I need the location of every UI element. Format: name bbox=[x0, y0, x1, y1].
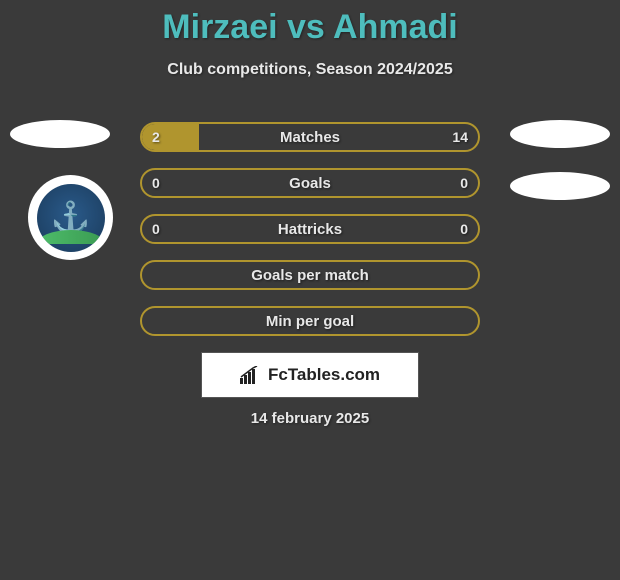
stat-bar: 0Hattricks0 bbox=[140, 214, 480, 244]
player1-placeholder-oval bbox=[10, 120, 110, 148]
bar-label: Matches bbox=[142, 129, 478, 146]
club-badge-graphic: ⚓ bbox=[37, 184, 105, 252]
wave-icon bbox=[37, 230, 105, 244]
player1-club-badge: ⚓ bbox=[28, 175, 113, 260]
player2-placeholder-oval-2 bbox=[510, 172, 610, 200]
chart-icon bbox=[240, 366, 262, 384]
page-title: Mirzaei vs Ahmadi bbox=[0, 0, 620, 47]
bar-label: Goals bbox=[142, 175, 478, 192]
brand-box[interactable]: FcTables.com bbox=[201, 352, 419, 398]
brand-text: FcTables.com bbox=[268, 365, 380, 385]
stat-bar: Min per goal bbox=[140, 306, 480, 336]
bar-value-right: 14 bbox=[452, 129, 468, 145]
stat-bar: Goals per match bbox=[140, 260, 480, 290]
bar-value-right: 0 bbox=[460, 175, 468, 191]
bar-label: Goals per match bbox=[142, 267, 478, 284]
stat-bars: 2Matches140Goals00Hattricks0Goals per ma… bbox=[140, 122, 480, 352]
stat-bar: 0Goals0 bbox=[140, 168, 480, 198]
bar-label: Hattricks bbox=[142, 221, 478, 238]
subtitle: Club competitions, Season 2024/2025 bbox=[0, 61, 620, 79]
bar-label: Min per goal bbox=[142, 313, 478, 330]
stat-bar: 2Matches14 bbox=[140, 122, 480, 152]
bar-value-right: 0 bbox=[460, 221, 468, 237]
date-text: 14 february 2025 bbox=[0, 410, 620, 427]
player2-placeholder-oval-1 bbox=[510, 120, 610, 148]
